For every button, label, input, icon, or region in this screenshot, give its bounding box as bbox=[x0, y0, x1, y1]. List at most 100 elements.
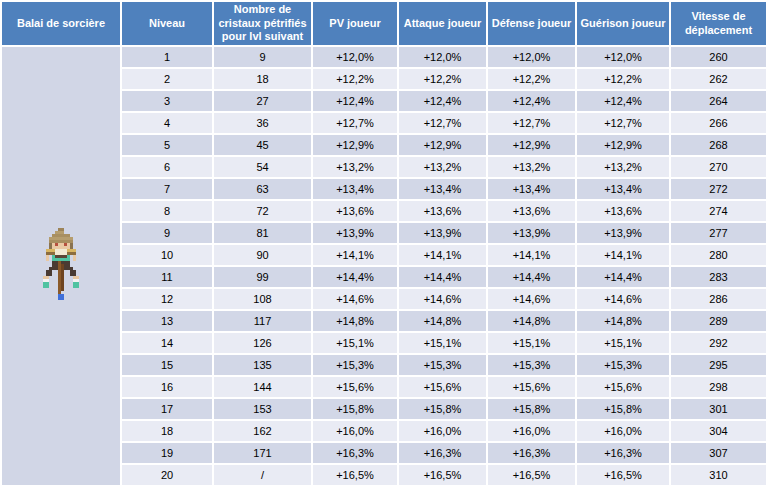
cell-niveau: 7 bbox=[122, 179, 212, 199]
cell-guerison: +12,9% bbox=[577, 135, 669, 155]
cell-attaque: +12,7% bbox=[399, 113, 486, 133]
cell-vitesse: 272 bbox=[671, 179, 766, 199]
cell-attaque: +15,6% bbox=[399, 377, 486, 397]
cell-attaque: +15,3% bbox=[399, 355, 486, 375]
cell-pv: +14,8% bbox=[313, 311, 397, 331]
cell-vitesse: 286 bbox=[671, 289, 766, 309]
table-body: 1 9 +12,0% +12,0% +12,0% +12,0% 260 2 18… bbox=[2, 47, 766, 485]
cell-pv: +13,9% bbox=[313, 223, 397, 243]
cell-defense: +12,4% bbox=[488, 91, 575, 111]
cell-attaque: +12,9% bbox=[399, 135, 486, 155]
cell-vitesse: 260 bbox=[671, 47, 766, 67]
broom-character-cell bbox=[2, 47, 120, 485]
cell-niveau: 18 bbox=[122, 421, 212, 441]
cell-guerison: +15,8% bbox=[577, 399, 669, 419]
cell-vitesse: 266 bbox=[671, 113, 766, 133]
cell-guerison: +14,8% bbox=[577, 311, 669, 331]
header-guerison-joueur: Guérison joueur bbox=[577, 2, 669, 45]
cell-attaque: +14,1% bbox=[399, 245, 486, 265]
cell-guerison: +12,0% bbox=[577, 47, 669, 67]
cell-attaque: +15,8% bbox=[399, 399, 486, 419]
cell-cristaux: 9 bbox=[214, 47, 311, 67]
cell-attaque: +13,9% bbox=[399, 223, 486, 243]
cell-pv: +15,1% bbox=[313, 333, 397, 353]
header-niveau: Niveau bbox=[122, 2, 212, 45]
cell-defense: +12,0% bbox=[488, 47, 575, 67]
cell-niveau: 16 bbox=[122, 377, 212, 397]
cell-cristaux: / bbox=[214, 465, 311, 485]
cell-defense: +14,4% bbox=[488, 267, 575, 287]
cell-pv: +12,0% bbox=[313, 47, 397, 67]
cell-vitesse: 295 bbox=[671, 355, 766, 375]
table-header: Balai de sorcière Niveau Nombre de crist… bbox=[2, 2, 766, 45]
cell-defense: +13,9% bbox=[488, 223, 575, 243]
cell-pv: +16,5% bbox=[313, 465, 397, 485]
cell-pv: +12,2% bbox=[313, 69, 397, 89]
cell-niveau: 3 bbox=[122, 91, 212, 111]
cell-defense: +13,6% bbox=[488, 201, 575, 221]
cell-niveau: 9 bbox=[122, 223, 212, 243]
witch-broom-character-sprite bbox=[37, 228, 85, 303]
cell-pv: +13,4% bbox=[313, 179, 397, 199]
cell-defense: +16,0% bbox=[488, 421, 575, 441]
cell-cristaux: 72 bbox=[214, 201, 311, 221]
cell-cristaux: 162 bbox=[214, 421, 311, 441]
cell-pv: +12,4% bbox=[313, 91, 397, 111]
cell-niveau: 19 bbox=[122, 443, 212, 463]
cell-niveau: 13 bbox=[122, 311, 212, 331]
cell-vitesse: 301 bbox=[671, 399, 766, 419]
cell-niveau: 1 bbox=[122, 47, 212, 67]
cell-niveau: 8 bbox=[122, 201, 212, 221]
table-row: 1 9 +12,0% +12,0% +12,0% +12,0% 260 bbox=[2, 47, 766, 67]
cell-pv: +12,7% bbox=[313, 113, 397, 133]
cell-cristaux: 144 bbox=[214, 377, 311, 397]
cell-niveau: 5 bbox=[122, 135, 212, 155]
header-pv-joueur: PV joueur bbox=[313, 2, 397, 45]
cell-cristaux: 81 bbox=[214, 223, 311, 243]
cell-guerison: +15,6% bbox=[577, 377, 669, 397]
cell-attaque: +14,4% bbox=[399, 267, 486, 287]
cell-cristaux: 135 bbox=[214, 355, 311, 375]
header-row: Balai de sorcière Niveau Nombre de crist… bbox=[2, 2, 766, 45]
cell-pv: +15,6% bbox=[313, 377, 397, 397]
cell-attaque: +13,6% bbox=[399, 201, 486, 221]
cell-guerison: +13,2% bbox=[577, 157, 669, 177]
cell-defense: +15,3% bbox=[488, 355, 575, 375]
cell-pv: +12,9% bbox=[313, 135, 397, 155]
header-attaque-joueur: Attaque joueur bbox=[399, 2, 486, 45]
page: Balai de sorcière Niveau Nombre de crist… bbox=[0, 0, 768, 487]
cell-attaque: +16,5% bbox=[399, 465, 486, 485]
cell-defense: +16,5% bbox=[488, 465, 575, 485]
cell-vitesse: 283 bbox=[671, 267, 766, 287]
cell-guerison: +14,6% bbox=[577, 289, 669, 309]
cell-attaque: +12,2% bbox=[399, 69, 486, 89]
cell-niveau: 2 bbox=[122, 69, 212, 89]
cell-niveau: 15 bbox=[122, 355, 212, 375]
cell-pv: +16,0% bbox=[313, 421, 397, 441]
cell-niveau: 10 bbox=[122, 245, 212, 265]
cell-vitesse: 277 bbox=[671, 223, 766, 243]
cell-vitesse: 274 bbox=[671, 201, 766, 221]
cell-pv: +15,8% bbox=[313, 399, 397, 419]
cell-guerison: +12,2% bbox=[577, 69, 669, 89]
cell-niveau: 17 bbox=[122, 399, 212, 419]
cell-vitesse: 270 bbox=[671, 157, 766, 177]
cell-guerison: +14,4% bbox=[577, 267, 669, 287]
cell-pv: +13,6% bbox=[313, 201, 397, 221]
cell-guerison: +15,3% bbox=[577, 355, 669, 375]
cell-vitesse: 310 bbox=[671, 465, 766, 485]
cell-attaque: +15,1% bbox=[399, 333, 486, 353]
cell-cristaux: 90 bbox=[214, 245, 311, 265]
cell-cristaux: 153 bbox=[214, 399, 311, 419]
cell-defense: +15,8% bbox=[488, 399, 575, 419]
cell-niveau: 4 bbox=[122, 113, 212, 133]
cell-defense: +14,8% bbox=[488, 311, 575, 331]
cell-guerison: +16,5% bbox=[577, 465, 669, 485]
header-vitesse-deplacement: Vitesse de déplacement bbox=[671, 2, 766, 45]
cell-niveau: 6 bbox=[122, 157, 212, 177]
cell-guerison: +12,7% bbox=[577, 113, 669, 133]
cell-cristaux: 18 bbox=[214, 69, 311, 89]
cell-defense: +12,9% bbox=[488, 135, 575, 155]
cell-cristaux: 171 bbox=[214, 443, 311, 463]
cell-vitesse: 262 bbox=[671, 69, 766, 89]
